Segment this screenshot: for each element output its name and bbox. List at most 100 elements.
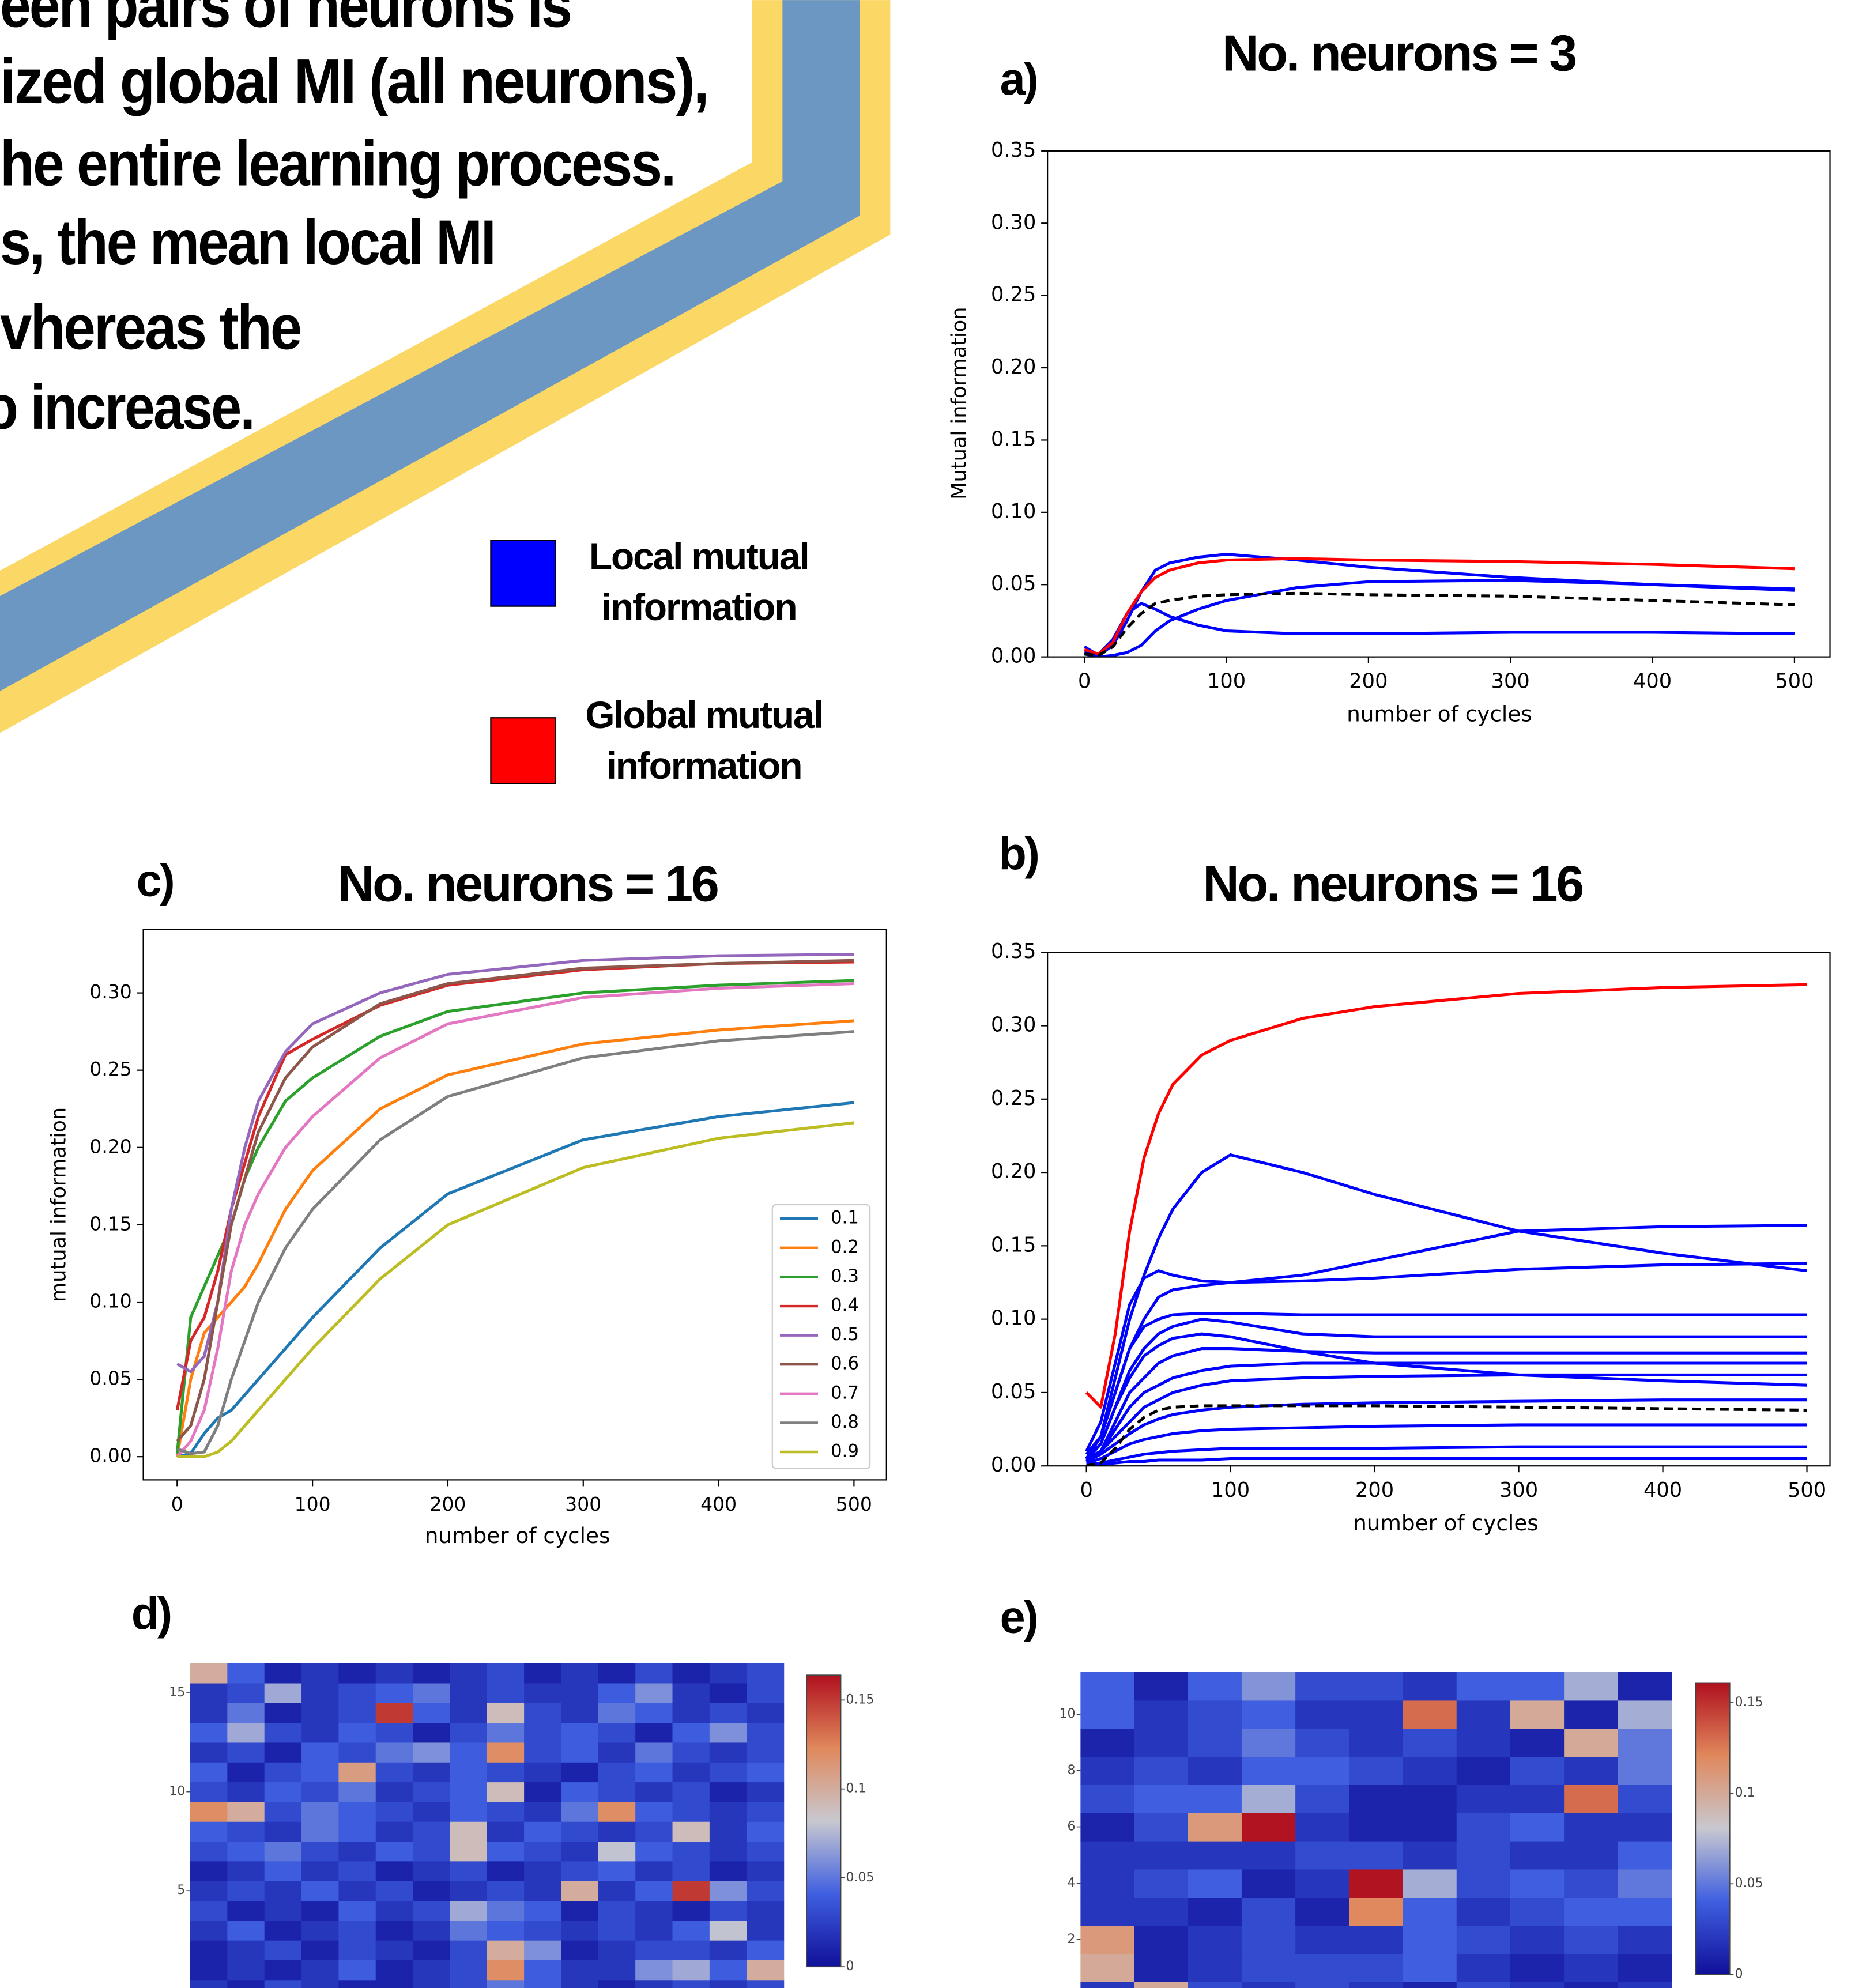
plot-frame: [142, 929, 887, 1481]
heatmap-cell: [487, 1841, 525, 1862]
heatmap-cell: [1241, 1982, 1296, 1988]
x-axis-label: number of cycles: [425, 1523, 610, 1548]
heatmap-cell: [190, 1979, 228, 1988]
series-line: [1085, 1262, 1807, 1452]
heatmap-cell: [561, 1762, 599, 1783]
heatmap-cell: [375, 1663, 413, 1684]
heatmap-cell: [598, 1663, 636, 1684]
heatmap-cell: [301, 1841, 340, 1862]
heatmap-cell: [190, 1861, 228, 1881]
heatmap-cell: [1134, 1672, 1189, 1701]
heatmap-cell: [227, 1742, 265, 1763]
legend-label: Global mutual information: [585, 695, 824, 788]
y-tick-label: 0.05: [89, 1367, 131, 1390]
y-axis-label: Mutual information: [947, 307, 971, 499]
series-line: [175, 1019, 854, 1457]
heatmap-cell: [524, 1762, 562, 1783]
heatmap-cell: [1403, 1925, 1457, 1954]
x-tick-label: 300: [1499, 1478, 1538, 1502]
heatmap-cell: [338, 1821, 376, 1842]
heatmap-cell: [1241, 1813, 1296, 1842]
heatmap-cell: [190, 1683, 228, 1703]
heatmap-cell: [1403, 1672, 1457, 1701]
heatmap-cell: [450, 1821, 488, 1842]
series-line: [1085, 1311, 1807, 1455]
heatmap-cell: [227, 1920, 265, 1941]
decor-stripe: [0, 0, 860, 692]
heatmap-cell: [561, 1722, 599, 1743]
y-tick-label: 0.15: [991, 1233, 1036, 1257]
x-tick-label: 500: [1788, 1478, 1826, 1502]
x-tick-label: 400: [700, 1493, 737, 1515]
heatmap-cell: [450, 1979, 488, 1988]
heatmap-cell: [1241, 1785, 1296, 1813]
x-tick-label: 200: [429, 1493, 466, 1515]
heatmap-cell: [1456, 1925, 1511, 1954]
heatmap-cell: [1456, 1728, 1511, 1757]
y-tick-label: 0.25: [89, 1058, 131, 1080]
heatmap-cell: [1080, 1700, 1135, 1729]
heatmap-cell: [450, 1900, 488, 1921]
y-tick-label: 4: [1068, 1876, 1076, 1890]
heatmap-cell: [450, 1663, 488, 1684]
heatmap-cell: [1510, 1953, 1565, 1982]
chart-title: No. neurons = 3: [1222, 24, 1575, 81]
text-line: he entire learning process.: [0, 129, 674, 199]
y-tick-label: 15: [169, 1685, 185, 1700]
heatmap-cell: [672, 1663, 710, 1684]
heatmap-cell: [672, 1683, 710, 1703]
x-tick-label: 200: [1355, 1478, 1394, 1502]
heatmap-cell: [1618, 1869, 1672, 1898]
heatmap-cell: [264, 1861, 302, 1881]
heatmap-cell: [1080, 1813, 1135, 1842]
heatmap-cell: [450, 1782, 488, 1802]
chart-title: No. neurons = 16: [1202, 855, 1582, 912]
heatmap-cell: [301, 1742, 340, 1763]
colorbar-tick-label: 0.15: [846, 1692, 874, 1707]
heatmap-cell: [672, 1703, 710, 1723]
heatmap-cell: [561, 1782, 599, 1802]
heatmap-cell: [375, 1881, 413, 1902]
heatmap-cell: [227, 1940, 265, 1960]
heatmap-cell: [1510, 1756, 1565, 1785]
heatmap-cell: [1188, 1982, 1242, 1988]
heatmap-cell: [1188, 1869, 1242, 1898]
heatmap-cell: [1456, 1756, 1511, 1785]
text-line: ized global MI (all neurons),: [0, 46, 708, 117]
heatmap-cell: [635, 1979, 673, 1988]
heatmap-cell: [1134, 1982, 1189, 1988]
heatmap-cell: [672, 1821, 710, 1842]
heatmap-cell: [598, 1881, 636, 1902]
heatmap-cell: [524, 1940, 562, 1960]
heatmap-cell: [709, 1900, 747, 1921]
heatmap-cell: [561, 1960, 599, 1981]
heatmap-cell: [524, 1801, 562, 1822]
heatmap-cell: [1241, 1840, 1296, 1870]
heatmap-cell: [413, 1960, 451, 1981]
y-tick-label: 0.20: [89, 1135, 131, 1157]
heatmap-cell: [1510, 1700, 1565, 1729]
heatmap-cell: [1510, 1897, 1565, 1926]
heatmap-cell: [709, 1881, 747, 1902]
heatmap-cell: [635, 1920, 673, 1941]
heatmap-cell: [1403, 1700, 1457, 1729]
heatmap-cell: [709, 1979, 747, 1988]
heatmap-cell: [598, 1821, 636, 1842]
heatmap-cell: [747, 1683, 785, 1703]
heatmap-cell: [709, 1663, 747, 1684]
heatmap-cell: [635, 1762, 673, 1783]
heatmap-cell: [1349, 1840, 1404, 1870]
heatmap-cell: [1349, 1672, 1404, 1701]
y-tick-label: 0.25: [991, 283, 1036, 307]
heatmap-cell: [747, 1920, 785, 1941]
heatmap-cell: [1618, 1982, 1672, 1988]
heatmap-cell: [598, 1841, 636, 1862]
heatmap-cell: [672, 1960, 710, 1981]
heatmap-cell: [635, 1900, 673, 1921]
heatmap-cell: [561, 1861, 599, 1881]
heatmap-cell: [338, 1683, 376, 1703]
heatmap-cell: [1618, 1672, 1672, 1701]
heatmap-cell: [747, 1782, 785, 1802]
heatmap-cell: [672, 1920, 710, 1941]
heatmap-cell: [190, 1940, 228, 1960]
